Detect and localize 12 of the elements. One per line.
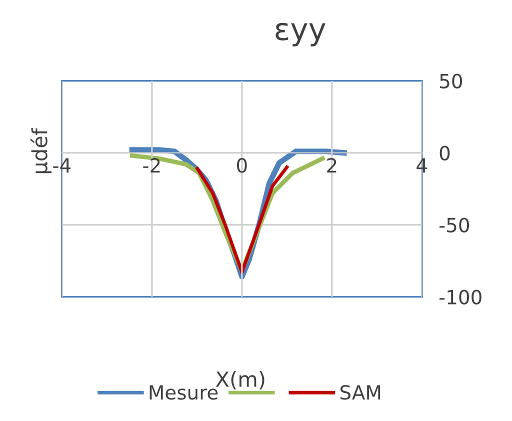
y-tick-label: 0 [440,146,450,160]
x-tick-label: -2 [143,158,160,172]
y-tick-label: -50 [440,218,470,232]
x-axis-title: X(m) [216,370,264,390]
chart-title: εyy [276,22,326,46]
legend-label: SAM [340,385,380,400]
legend-label: Mesure [150,385,218,400]
y-tick-label: -100 [440,290,482,304]
y-tick-label: 50 [440,74,462,88]
y-axis-title: µdéf [30,128,52,174]
x-tick-label: 2 [327,158,336,172]
x-tick-label: 0 [237,158,247,173]
